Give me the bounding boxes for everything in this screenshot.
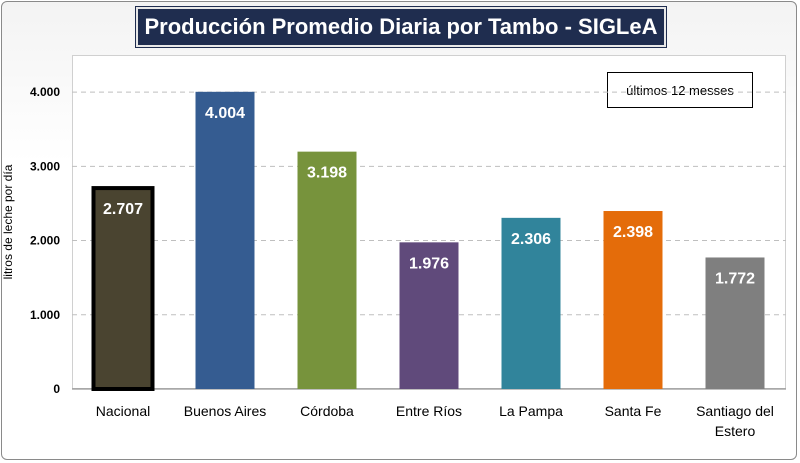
chart-title-box: Producción Promedio Diaria por Tambo - S… <box>136 7 666 47</box>
chart-title: Producción Promedio Diaria por Tambo - S… <box>144 14 658 39</box>
bar <box>297 151 357 389</box>
bar-value-label: 4.004 <box>205 105 245 122</box>
bar <box>195 91 255 390</box>
x-category-label: Córdoba <box>300 403 354 419</box>
period-note: últimos 12 messes <box>626 82 734 98</box>
y-tick-label: 1.000 <box>30 308 60 322</box>
y-tick-label: 4.000 <box>30 85 60 99</box>
bar <box>705 257 765 389</box>
bar <box>603 211 663 389</box>
x-category-label: Estero <box>715 423 756 439</box>
period-note-box: últimos 12 messes <box>607 72 753 108</box>
x-category-label: Entre Ríos <box>396 403 462 419</box>
bar <box>399 242 459 389</box>
y-tick-label: 2.000 <box>30 234 60 248</box>
x-category-label: Nacional <box>96 403 150 419</box>
bar-value-label: 2.306 <box>511 231 551 248</box>
x-category-label: Buenos Aires <box>184 403 267 419</box>
x-category-label: La Pampa <box>499 403 563 419</box>
y-tick-label: 3.000 <box>30 159 60 173</box>
bar-value-label: 1.772 <box>715 270 755 287</box>
bar-value-label: 3.198 <box>307 165 347 182</box>
bar <box>91 186 155 391</box>
bar-value-label: 2.707 <box>103 201 143 218</box>
bar <box>501 217 561 389</box>
x-category-label: Santa Fe <box>605 403 662 419</box>
bar-value-label: 2.398 <box>613 224 653 241</box>
x-category-label: Santiago del <box>696 403 774 419</box>
y-tick-label: 0 <box>53 382 60 396</box>
bar-value-label: 1.976 <box>409 255 449 272</box>
